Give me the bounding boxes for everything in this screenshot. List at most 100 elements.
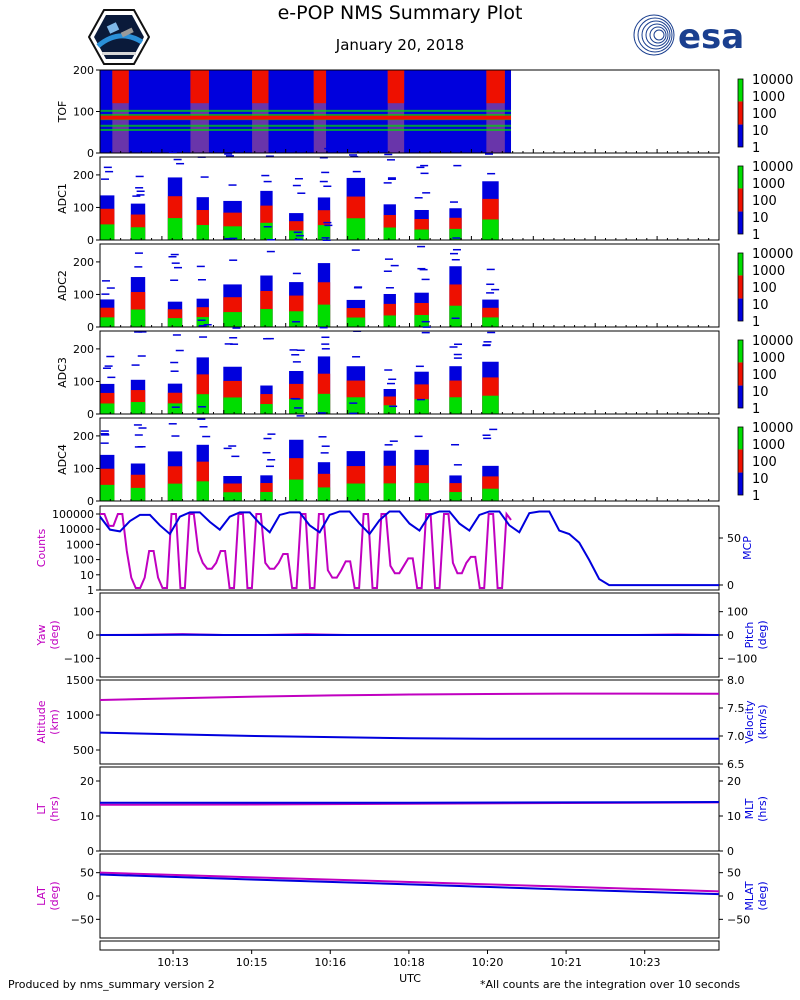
- adc-outlier-1-1: [135, 187, 144, 189]
- colorbar-frame: [737, 165, 744, 235]
- x-tick-label: 10:16: [314, 956, 346, 969]
- adc-outlier-11-0: [449, 201, 458, 203]
- adc-outlier-1-4: [132, 195, 141, 197]
- adc-outlier-12-1: [483, 341, 492, 343]
- adc-outlier-7-1: [321, 343, 330, 345]
- adc-outlier-11-1: [453, 164, 462, 167]
- right-axis-label: MLT: [743, 798, 756, 819]
- adc-outlier-9-1: [390, 264, 399, 267]
- panel-frame: [99, 417, 720, 502]
- plot-date: January 20, 2018: [335, 36, 465, 54]
- colorbar-green: [738, 340, 743, 363]
- colorbar-green: [738, 253, 743, 276]
- adc-outlier-4-0: [224, 343, 233, 345]
- adc-outlier-8-0: [349, 402, 358, 404]
- adc-outlier-6-2: [292, 184, 301, 187]
- adc-outlier-7-2: [323, 185, 332, 188]
- spectrogram-panel-adc2: [96, 221, 744, 328]
- adc-outlier-0-1: [103, 166, 112, 169]
- colorbar-tick-label: 10000: [752, 247, 793, 262]
- adc-bar-green-7: [317, 304, 331, 327]
- adc-outlier-4-2: [229, 337, 238, 339]
- adc-bar-green-7: [317, 487, 331, 501]
- left-axis-label: (hrs): [48, 796, 61, 822]
- adc-outlier-5-4: [262, 451, 271, 454]
- adc-outlier-7-0: [318, 436, 327, 438]
- colorbar-red: [738, 101, 743, 125]
- adc-outlier-12-2: [482, 344, 491, 346]
- panel-frame: [99, 156, 720, 241]
- counts-tick-label: 10: [80, 569, 94, 582]
- right-axis-label: MLAT: [743, 881, 756, 911]
- x-tick-label: 10:23: [629, 956, 661, 969]
- adc-outlier-2-1: [168, 423, 177, 425]
- adc-outlier-4-3: [230, 343, 239, 345]
- adc-outlier-1-1: [138, 427, 147, 429]
- left-axis-label: Altitude: [35, 700, 48, 743]
- mission-logo-icon: [88, 9, 150, 65]
- adc-outlier-7-0: [321, 171, 330, 174]
- adc-outlier-5-2: [263, 180, 272, 183]
- adc-outlier-2-3: [175, 349, 184, 352]
- adc-outlier-2-0: [172, 334, 181, 336]
- adc-outlier-12-2: [489, 428, 498, 431]
- adc-outlier-1-2: [137, 355, 146, 357]
- colorbar-red: [738, 188, 743, 212]
- colorbar-tick-label: 1000: [752, 264, 785, 279]
- adc-outlier-1-1: [134, 331, 143, 333]
- adc-outlier-6-3: [289, 349, 298, 351]
- colorbar-frame: [737, 339, 744, 409]
- adc-outlier-10-0: [422, 326, 431, 328]
- counts-axis-label: Counts: [35, 529, 48, 568]
- adc-outlier-2-1: [170, 253, 179, 256]
- left-axis-label: (deg): [48, 620, 61, 649]
- adc-outlier-1-3: [131, 364, 140, 366]
- y-axis-label: ADC1: [56, 183, 69, 214]
- colorbar-tick-label: 10: [752, 472, 769, 487]
- x-tick-label: 10:18: [393, 956, 425, 969]
- adc-outlier-2-3: [170, 279, 179, 281]
- adc-bar-green-8: [346, 483, 366, 501]
- adc-outlier-0-2: [100, 149, 109, 152]
- spectrogram-panel-tof: [96, 69, 744, 154]
- right-tick-label: −100: [727, 652, 757, 665]
- adc-outlier-5-2: [267, 433, 276, 435]
- tof-line-1: [100, 113, 512, 116]
- adc-outlier-6-1: [296, 349, 305, 352]
- adc-outlier-11-0: [451, 443, 460, 446]
- x-axis-label: UTC: [399, 972, 421, 985]
- counts-tick-label: 100: [73, 554, 94, 567]
- adc-outlier-10-2: [421, 320, 430, 323]
- adc-outlier-10-3: [420, 164, 429, 167]
- adc-outlier-5-1: [265, 337, 274, 340]
- adc-bar-green-2: [167, 483, 183, 501]
- left-tick-label: 50: [80, 867, 94, 880]
- adc-outlier-9-1: [384, 444, 393, 446]
- adc-outlier-10-1: [419, 268, 428, 271]
- adc-outlier-9-0: [385, 287, 394, 289]
- adc-outlier-6-3: [292, 272, 301, 275]
- colorbar-tick-label: 100: [752, 194, 777, 209]
- adc-outlier-6-2: [294, 238, 303, 241]
- spectrogram-panel-adc3: [96, 317, 744, 415]
- adc-outlier-12-3: [487, 331, 496, 334]
- adc-outlier-6-2: [291, 354, 300, 356]
- adc-bar-green-7: [317, 393, 331, 414]
- left-axis-label: Yaw: [35, 625, 48, 647]
- adc-outlier-6-1: [293, 231, 302, 234]
- y-axis-label: ADC4: [56, 444, 69, 475]
- colorbar-tick-label: 1: [752, 315, 760, 330]
- adc-outlier-7-4: [324, 147, 333, 150]
- colorbar-tick-label: 100: [752, 281, 777, 296]
- adc-outlier-1-0: [134, 434, 143, 436]
- adc-outlier-0-1: [104, 365, 113, 367]
- adc-bar-green-0: [100, 484, 115, 501]
- right-tick-label: 20: [727, 775, 741, 788]
- adc-outlier-8-1: [352, 356, 361, 358]
- colorbar-tick-label: 1: [752, 402, 760, 417]
- right-tick-label: 7.0: [727, 730, 745, 743]
- y-tick-label: 100: [73, 106, 94, 119]
- adc-bar-green-6: [289, 311, 304, 327]
- panel-frame: [99, 679, 720, 765]
- colorbar-frame: [737, 78, 744, 148]
